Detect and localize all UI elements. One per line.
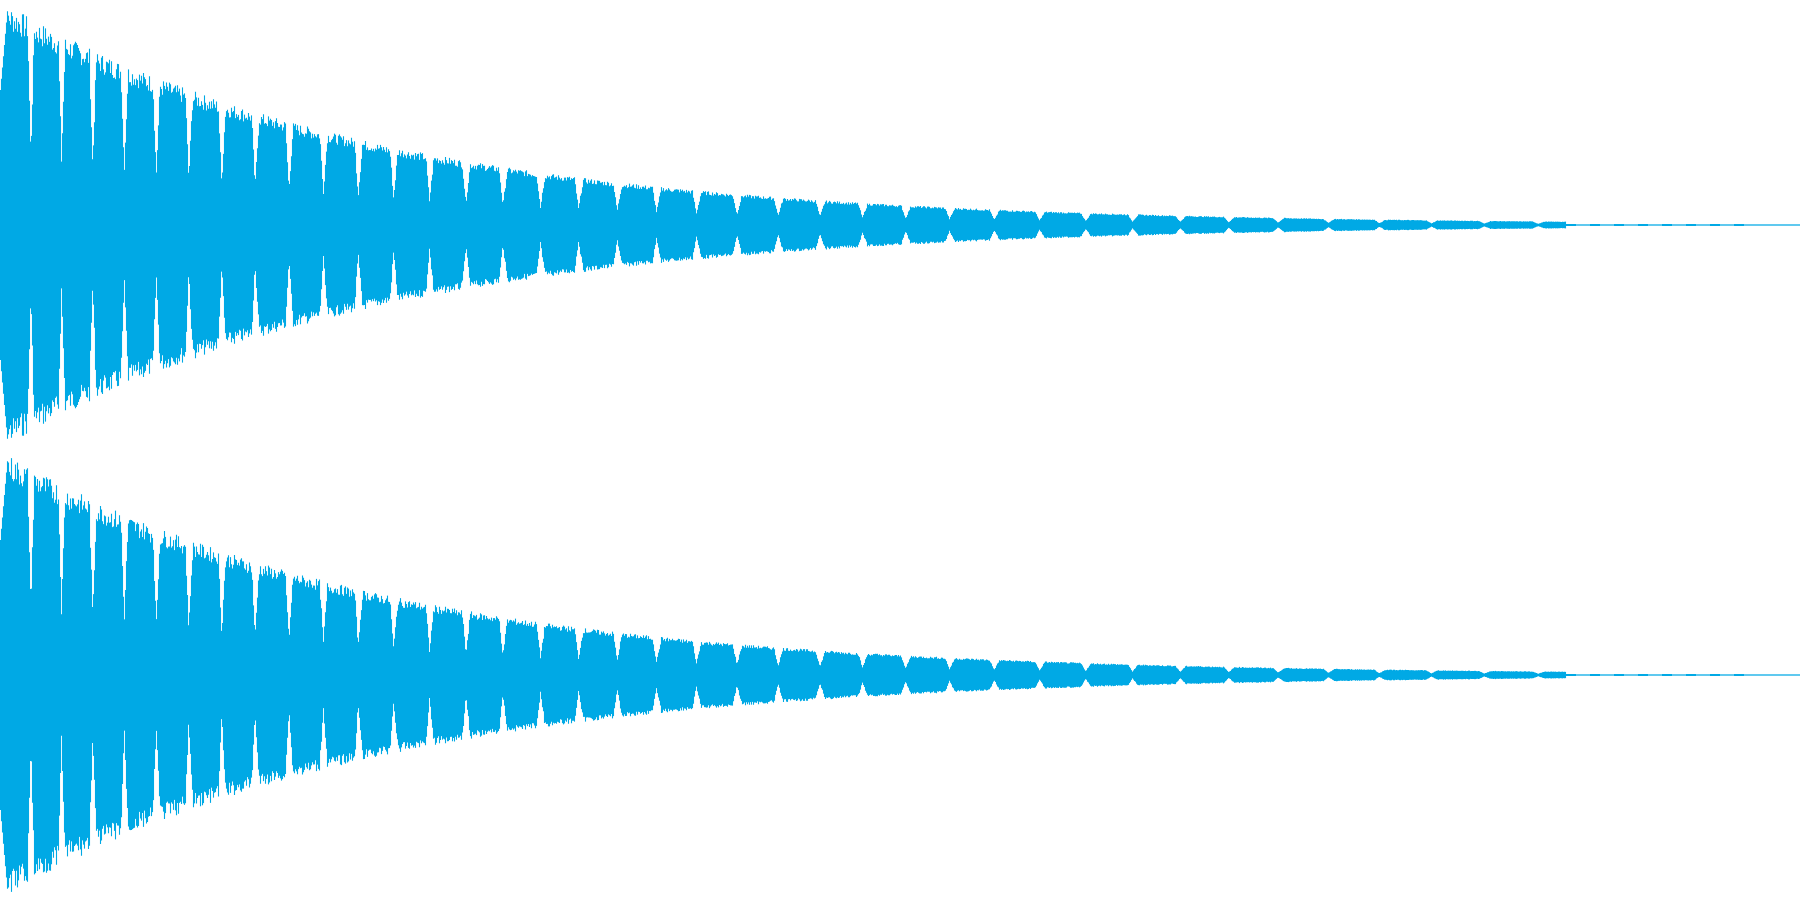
waveform-channel-left <box>0 11 1800 439</box>
waveform-channel-right <box>0 458 1800 892</box>
waveform-signal <box>0 11 1567 439</box>
waveform-signal <box>0 458 1567 892</box>
